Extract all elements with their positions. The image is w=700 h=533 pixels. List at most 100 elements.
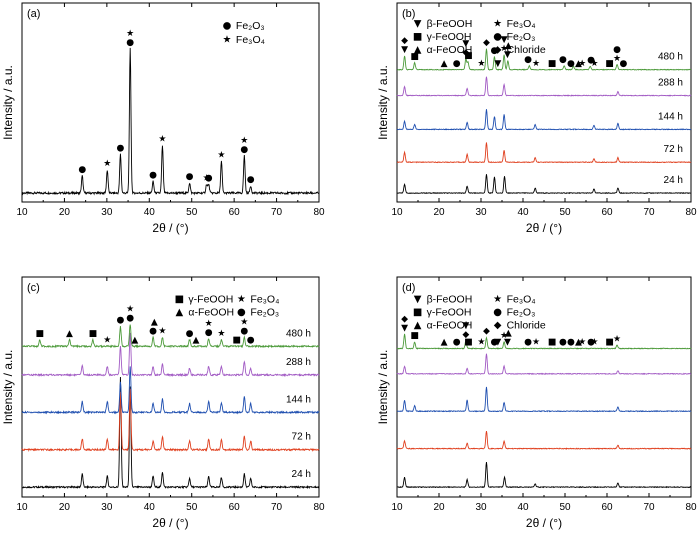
series-line <box>396 386 692 413</box>
legend-marker-square: ■ <box>413 307 422 318</box>
series-line <box>396 109 692 131</box>
series-line <box>396 353 692 375</box>
peak-marker-square: ■ <box>548 59 557 69</box>
series-line <box>21 388 320 452</box>
peak-marker-star: ★ <box>203 174 211 184</box>
peak-marker-star: ★ <box>158 327 166 337</box>
peak-marker-circle: ● <box>524 55 532 65</box>
x-tick-label: 80 <box>313 502 325 513</box>
peak-marker-triangle-up: ▲ <box>505 41 512 51</box>
x-tick-label: 20 <box>59 502 71 513</box>
series-72h <box>21 388 320 452</box>
peak-marker-triangle-up: ▲ <box>441 59 448 69</box>
legend-marker-square: ■ <box>413 32 422 43</box>
peak-marker-star: ★ <box>126 29 134 39</box>
legend-label: α-FeOOH <box>427 319 473 331</box>
peak-marker-star: ★ <box>126 305 134 315</box>
panel-label: (d) <box>402 282 415 294</box>
time-label: 480 h <box>286 328 311 339</box>
legend-label: γ-FeOOH <box>427 306 472 318</box>
x-tick-label: 40 <box>517 502 529 513</box>
x-tick-label: 70 <box>271 502 283 513</box>
peak-marker-star: ★ <box>477 59 485 69</box>
legend-label: α-FeOOH <box>427 44 473 56</box>
legend-label: Chloride <box>507 319 546 331</box>
legend-marker-circle: ● <box>493 32 502 43</box>
series-line <box>21 47 320 196</box>
series-line <box>396 142 692 164</box>
time-label: 144 h <box>658 111 683 122</box>
peak-marker-diamond: ◆ <box>483 38 490 48</box>
legend-marker-triangle-down: ▼ <box>414 294 422 305</box>
peak-marker-circle: ● <box>240 145 248 155</box>
panel-label: (b) <box>402 8 415 20</box>
time-label: 72 h <box>664 144 683 155</box>
peak-marker-circle: ● <box>205 328 213 338</box>
peak-marker-circle: ● <box>619 59 627 69</box>
legend: ● Fe₂O₃ ★ Fe₃O₄ <box>222 20 264 46</box>
peak-marker-star: ★ <box>578 338 586 348</box>
peak-marker-triangle-down: ▼ <box>494 59 501 69</box>
peak-marker-star: ★ <box>103 336 111 346</box>
time-label: 72 h <box>292 432 311 443</box>
x-tick-label: 10 <box>391 207 403 218</box>
legend-label: Fe₃O₄ <box>236 34 265 46</box>
x-tick-label: 70 <box>643 207 655 218</box>
x-tick-label: 60 <box>601 502 613 513</box>
peak-marker-circle: ● <box>559 338 567 348</box>
peak-marker-star: ★ <box>205 319 213 329</box>
peak-marker-star: ★ <box>500 331 508 341</box>
peak-marker-triangle-down: ▼ <box>462 321 469 331</box>
x-tick-label: 50 <box>559 207 571 218</box>
peak-marker-triangle-down: ▼ <box>494 338 501 348</box>
peak-marker-square: ■ <box>36 329 45 339</box>
peak-marker-star: ★ <box>613 54 621 64</box>
x-tick-label: 20 <box>433 207 445 218</box>
series-line <box>396 333 692 350</box>
x-tick-label: 20 <box>433 502 445 513</box>
peak-marker-star: ★ <box>590 59 598 69</box>
legend-label: Fe₃O₄ <box>250 293 279 305</box>
series-144h <box>396 386 692 413</box>
peak-marker-circle: ● <box>205 174 213 184</box>
peak-marker-circle: ● <box>117 316 125 326</box>
peak-marker-square: ■ <box>464 338 473 348</box>
legend: ▼ β-FeOOH ★ Fe₃O₄ ■ γ-FeOOH ● Fe₂O₃ ▲ α-FeOOH ◆ Chl… <box>413 293 546 331</box>
peak-marker-triangle-down: ▼ <box>501 35 508 45</box>
x-tick-label: 60 <box>229 502 241 513</box>
chart-panel-1: 10 20 30 40 50 60 70 80 2θ / (°) Intensity / a.u.… <box>1 2 325 235</box>
peak-marker-star: ★ <box>532 338 540 348</box>
peak-marker-triangle-up: ▲ <box>151 318 158 328</box>
legend-label: Fe₂O₃ <box>236 20 265 32</box>
series-480h <box>396 333 692 350</box>
peak-marker-square: ■ <box>605 59 614 69</box>
x-tick-label: 50 <box>186 207 198 218</box>
series-line <box>21 324 320 349</box>
panel-label: (a) <box>27 8 40 20</box>
peak-marker-star: ★ <box>578 59 586 69</box>
x-tick-label: 30 <box>101 207 113 218</box>
legend-marker-circle: ● <box>223 21 232 32</box>
legend-label: Fe₂O₃ <box>507 306 536 318</box>
time-label: 288 h <box>658 78 683 89</box>
legend-marker-star: ★ <box>222 35 231 46</box>
x-tick-label: 80 <box>685 502 697 513</box>
peak-marker-circle: ● <box>186 329 194 339</box>
legend-marker-diamond: ◆ <box>494 320 502 331</box>
peak-marker-triangle-up: ▲ <box>66 329 73 339</box>
plot-frame <box>21 2 320 203</box>
x-tick-label: 10 <box>16 207 28 218</box>
chart-panel-2: 10 20 30 40 50 60 70 80 2θ / (°) Intensity / a.u.… <box>376 2 697 235</box>
time-label: 24 h <box>292 469 311 480</box>
peak-marker-star: ★ <box>217 329 225 339</box>
x-tick-label: 30 <box>101 502 113 513</box>
panel-label: (c) <box>27 282 40 294</box>
peak-marker-triangle-up: ▲ <box>131 336 138 346</box>
peak-marker-circle: ● <box>117 143 125 153</box>
peak-marker-circle: ● <box>524 338 532 348</box>
x-tick-label: 80 <box>313 207 325 218</box>
peak-marker-circle: ● <box>559 55 567 65</box>
time-label: 24 h <box>664 175 683 186</box>
legend-label: β-FeOOH <box>427 18 473 30</box>
peak-marker-star: ★ <box>500 44 508 54</box>
